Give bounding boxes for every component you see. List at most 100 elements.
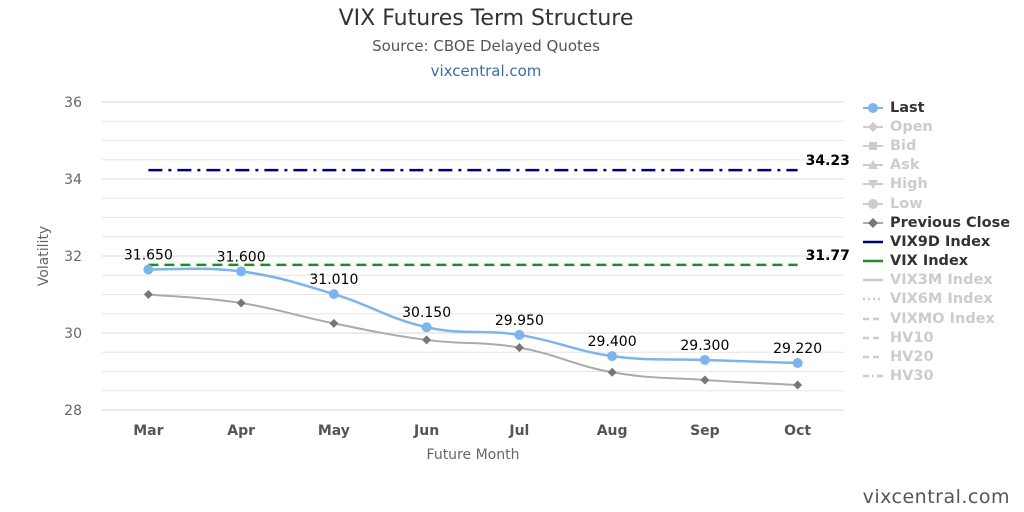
last-data-label: 31.010 <box>309 272 358 288</box>
footer-credit: vixcentral.com <box>862 486 1010 508</box>
last-data-label: 29.950 <box>495 313 544 329</box>
legend-symbol-icon <box>863 160 883 170</box>
legend-item-hv10[interactable]: HV10 <box>862 328 1022 347</box>
last-point <box>236 266 247 277</box>
last-point <box>328 289 339 300</box>
legend-item-bid[interactable]: Bid <box>862 136 1022 155</box>
previous-close-line <box>148 293 798 386</box>
legend-symbol-icon <box>863 102 883 113</box>
last-point <box>514 329 525 340</box>
previous-close-point <box>422 335 432 345</box>
legend-item-vix3m-index[interactable]: VIX3M Index <box>862 271 1022 290</box>
y-tick-label: 32 <box>64 249 82 265</box>
legend-label: VIXMO Index <box>890 310 995 327</box>
previous-close-point <box>236 298 246 308</box>
legend-label: VIX6M Index <box>890 291 993 308</box>
index-lines <box>148 168 798 267</box>
legend-label: Low <box>890 195 923 212</box>
legend-label: VIX9D Index <box>890 233 991 250</box>
last-point <box>421 322 432 333</box>
legend-label: Ask <box>890 157 920 174</box>
legend-item-previous-close[interactable]: Previous Close <box>862 213 1022 232</box>
chart-subtitle: Source: CBOE Delayed Quotes <box>372 37 600 55</box>
legend-label: Open <box>890 118 933 135</box>
previous-close-point <box>607 367 617 377</box>
legend-item-ask[interactable]: Ask <box>862 156 1022 175</box>
last-data-label: 29.300 <box>680 338 729 354</box>
previous-close-point <box>700 375 710 385</box>
legend-label: VIX Index <box>890 253 969 270</box>
legend-item-last[interactable]: Last <box>862 98 1022 117</box>
legend-symbol-icon <box>863 121 883 132</box>
data-labels: 34.23 31.77 31.650 31.600 31.010 30.150 29.950… <box>124 153 850 357</box>
last-point <box>792 358 803 369</box>
legend-item-open[interactable]: Open <box>862 117 1022 136</box>
legend-symbol-icon <box>863 355 883 359</box>
y-tick-label: 30 <box>64 326 82 342</box>
chart-title: VIX Futures Term Structure <box>338 6 634 31</box>
x-axis-label: Future Month <box>427 447 520 463</box>
last-data-label: 31.650 <box>124 247 173 263</box>
vix9d-index-label: 34.23 <box>806 153 850 169</box>
y-tick-label: 34 <box>64 172 82 188</box>
legend-symbol-icon <box>863 336 883 340</box>
series-points <box>143 264 803 390</box>
last-point <box>607 351 618 362</box>
legend-label: HV20 <box>890 349 934 366</box>
legend-symbol-icon <box>863 259 883 263</box>
last-data-label: 30.150 <box>402 305 451 321</box>
legend-label: HV30 <box>890 368 934 385</box>
legend: Last Open Bid Ask High Low Previous Close VIX9D… <box>862 98 1022 386</box>
legend-symbol-icon <box>863 279 883 282</box>
last-data-label: 29.400 <box>588 334 637 350</box>
x-tick-label: Aug <box>597 423 628 439</box>
x-tick-label: Sep <box>690 423 720 439</box>
site-link[interactable]: vixcentral.com <box>430 62 542 80</box>
legend-symbol-icon <box>863 374 883 378</box>
legend-label: High <box>890 176 928 193</box>
previous-close-point <box>793 380 803 390</box>
series-lines <box>148 267 798 386</box>
legend-label: VIX3M Index <box>890 272 993 289</box>
legend-item-vix9d-index[interactable]: VIX9D Index <box>862 232 1022 251</box>
last-line <box>148 267 798 365</box>
y-tick-label: 36 <box>64 95 82 111</box>
legend-item-hv30[interactable]: HV30 <box>862 367 1022 386</box>
last-point <box>143 264 154 275</box>
legend-item-vixmo-index[interactable]: VIXMO Index <box>862 309 1022 328</box>
legend-symbol-icon <box>863 298 883 301</box>
legend-symbol-icon <box>863 317 883 320</box>
x-tick-label: Apr <box>227 423 255 439</box>
legend-item-high[interactable]: High <box>862 175 1022 194</box>
legend-symbol-icon <box>863 198 883 209</box>
legend-symbol-icon <box>863 141 883 150</box>
legend-symbol-icon <box>863 240 883 244</box>
y-axis-ticks: 28 30 32 34 36 <box>64 95 82 419</box>
legend-item-low[interactable]: Low <box>862 194 1022 213</box>
x-axis-ticks: Mar Apr May Jun Jul Aug Sep Oct <box>133 423 811 439</box>
previous-close-point <box>143 290 153 299</box>
x-tick-label: Mar <box>133 423 163 439</box>
legend-label: HV10 <box>890 329 934 346</box>
grid-lines <box>102 101 844 411</box>
legend-label: Bid <box>890 137 917 154</box>
vix-index-label: 31.77 <box>806 248 850 264</box>
legend-symbol-icon <box>863 217 883 228</box>
legend-label: Last <box>890 99 925 116</box>
x-tick-label: Oct <box>784 423 811 439</box>
last-data-label: 29.220 <box>773 341 822 357</box>
legend-item-vix-index[interactable]: VIX Index <box>862 252 1022 271</box>
legend-label: Previous Close <box>890 214 1011 231</box>
y-axis-label: Volatility <box>36 226 52 286</box>
previous-close-point <box>329 318 339 328</box>
legend-item-hv20[interactable]: HV20 <box>862 347 1022 366</box>
legend-item-vix6m-index[interactable]: VIX6M Index <box>862 290 1022 309</box>
legend-symbol-icon <box>863 180 883 190</box>
last-point <box>699 354 710 365</box>
y-tick-label: 28 <box>64 403 82 419</box>
x-tick-label: Jul <box>508 423 529 439</box>
previous-close-point <box>514 343 524 353</box>
x-tick-label: May <box>318 423 350 439</box>
last-data-label: 31.600 <box>217 249 266 265</box>
